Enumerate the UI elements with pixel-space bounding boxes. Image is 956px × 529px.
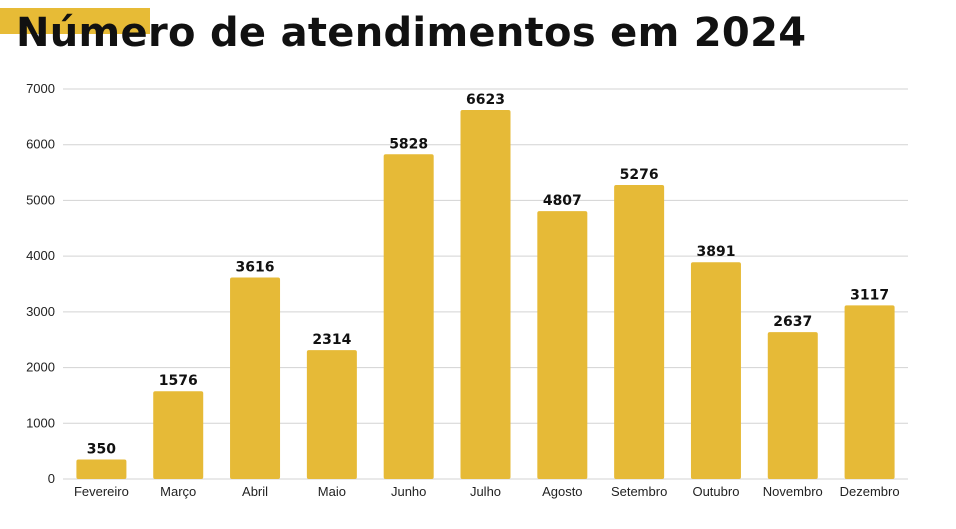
- bar-abril: [230, 277, 281, 479]
- data-labels: 350 1576 3616 2314 5828 6623 4807 5276 3891 2637 3…: [87, 92, 889, 457]
- y-tick-label-0: 0: [48, 471, 55, 486]
- x-tick-label-fevereiro: Fevereiro: [74, 484, 129, 499]
- bar-junho: [383, 154, 434, 479]
- data-label-setembro: 5276: [620, 167, 659, 183]
- data-label-outubro: 3891: [696, 244, 735, 260]
- data-label-junho: 5828: [389, 136, 428, 152]
- bar-outubro: [690, 262, 741, 479]
- y-tick-label-1000: 1000: [26, 415, 55, 430]
- data-label-marco: 1576: [159, 373, 198, 389]
- bar-dezembro: [844, 305, 895, 479]
- data-label-novembro: 2637: [773, 314, 812, 330]
- x-tick-label-setembro: Setembro: [611, 484, 667, 499]
- data-label-fevereiro: 350: [87, 442, 116, 458]
- x-tick-label-agosto: Agosto: [542, 484, 582, 499]
- x-tick-label-outubro: Outubro: [692, 484, 739, 499]
- x-axis-ticks: Fevereiro Março Abril Maio Junho Julho Agosto S…: [74, 484, 900, 499]
- y-axis-ticks: 0 1000 2000 3000 4000 5000 6000 7000: [26, 81, 55, 486]
- data-label-abril: 3616: [236, 260, 275, 276]
- bars: [76, 110, 895, 480]
- chart-title: Número de atendimentos em 2024: [16, 10, 807, 56]
- x-tick-label-dezembro: Dezembro: [840, 484, 900, 499]
- x-tick-label-novembro: Novembro: [763, 484, 823, 499]
- y-tick-label-4000: 4000: [26, 248, 55, 263]
- data-label-maio: 2314: [312, 332, 351, 348]
- x-tick-label-maio: Maio: [318, 484, 346, 499]
- y-tick-label-3000: 3000: [26, 304, 55, 319]
- bar-marco: [153, 391, 204, 479]
- bar-setembro: [614, 185, 665, 479]
- y-tick-label-6000: 6000: [26, 137, 55, 152]
- data-label-julho: 6623: [466, 92, 505, 108]
- bar-maio: [306, 350, 357, 479]
- data-label-agosto: 4807: [543, 193, 582, 209]
- bar-fevereiro: [76, 459, 127, 479]
- data-label-dezembro: 3117: [850, 287, 889, 303]
- x-tick-label-abril: Abril: [242, 484, 268, 499]
- y-tick-label-5000: 5000: [26, 192, 55, 207]
- bar-novembro: [767, 332, 818, 479]
- x-tick-label-junho: Junho: [391, 484, 426, 499]
- bar-agosto: [537, 211, 588, 479]
- title-accent-bar: [0, 8, 150, 34]
- y-tick-label-7000: 7000: [26, 81, 55, 96]
- x-tick-label-julho: Julho: [470, 484, 501, 499]
- y-tick-label-2000: 2000: [26, 360, 55, 375]
- bar-julho: [460, 110, 511, 480]
- x-tick-label-marco: Março: [160, 484, 196, 499]
